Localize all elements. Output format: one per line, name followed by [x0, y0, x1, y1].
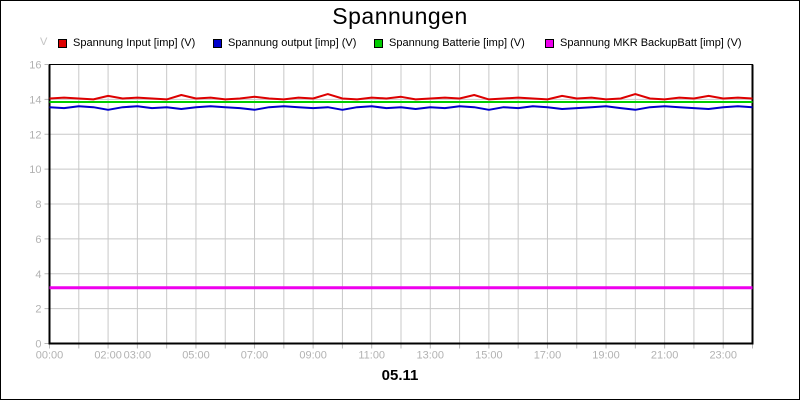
- x-axis-tick-label: 21:00: [651, 350, 679, 362]
- x-axis-tick-label: 11:00: [358, 350, 385, 362]
- y-axis-tick-label: 6: [35, 234, 41, 246]
- x-axis-tick-label: 07:00: [241, 350, 269, 362]
- x-axis-tick-label: 17:00: [534, 350, 562, 362]
- legend-swatch-icon: [213, 38, 222, 48]
- y-axis-tick-label: 4: [35, 269, 41, 281]
- y-axis-tick-label: 12: [29, 129, 41, 141]
- x-axis-tick-label: 00:00: [36, 350, 64, 362]
- x-axis-tick-label: 03:00: [124, 350, 152, 362]
- legend-label: Spannung Batterie [imp] (V): [389, 37, 525, 49]
- y-axis-tick-label: 16: [29, 60, 41, 72]
- chart-title: Spannungen: [332, 3, 468, 29]
- legend-label: Spannung output [imp] (V): [228, 37, 357, 49]
- legend-item: Spannung Batterie [imp] (V): [374, 37, 525, 49]
- x-axis-tick-label: 23:00: [709, 350, 737, 362]
- y-axis-tick-label: 14: [29, 94, 41, 106]
- legend-item: Spannung MKR BackupBatt [imp] (V): [545, 37, 742, 49]
- x-axis-tick-label: 09:00: [299, 350, 327, 362]
- series-line-spannung-input-imp-v: [49, 93, 753, 101]
- y-axis-tick-label: 2: [35, 304, 41, 316]
- legend-item: Spannung Input [imp] (V): [58, 37, 195, 49]
- y-axis-tick-label: 0: [35, 339, 41, 351]
- x-axis-tick-label: 19:00: [592, 350, 620, 362]
- x-axis-tick-label: 15:00: [475, 350, 503, 362]
- legend-label: Spannung MKR BackupBatt [imp] (V): [560, 37, 742, 49]
- x-axis-tick-label: 05:00: [182, 350, 210, 362]
- series-line-spannung-output-imp-v: [49, 105, 753, 111]
- legend-swatch-icon: [58, 38, 67, 48]
- y-axis-tick-label: 8: [35, 199, 41, 211]
- x-axis-tick-label: 02:00: [94, 350, 122, 362]
- legend-swatch-icon: [374, 38, 383, 48]
- legend-item: Spannung output [imp] (V): [213, 37, 356, 49]
- legend-label: Spannung Input [imp] (V): [73, 37, 196, 49]
- x-axis-tick-label: 13:00: [417, 350, 445, 362]
- x-axis-date-label: 05.11: [381, 367, 419, 384]
- y-axis-tick-label: 10: [29, 164, 41, 176]
- legend-swatch-icon: [545, 38, 554, 48]
- y-axis-unit-label: V: [40, 36, 48, 48]
